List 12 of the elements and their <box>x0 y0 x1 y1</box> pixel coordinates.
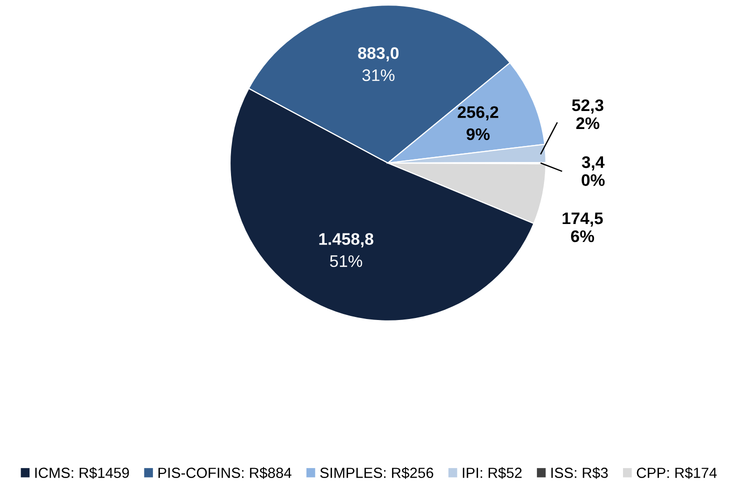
legend-label: SIMPLES: R$256 <box>320 467 434 479</box>
legend-label: ICMS: R$1459 <box>35 467 129 479</box>
data-label: 3,4 0% <box>582 156 605 186</box>
data-label: 256,2 9% <box>458 106 498 140</box>
data-label: 174,5 6% <box>562 212 603 242</box>
data-label: 883,0 31% <box>358 47 399 82</box>
legend-label: IPI: R$52 <box>462 467 522 479</box>
data-label: 1.458,8 51% <box>319 233 374 268</box>
legend-label: CPP: R$174 <box>636 467 717 479</box>
legend-label: PIS-COFINS: R$884 <box>158 467 292 479</box>
legend-label: ISS: R$3 <box>551 467 608 479</box>
data-label: 52,3 2% <box>572 99 604 130</box>
